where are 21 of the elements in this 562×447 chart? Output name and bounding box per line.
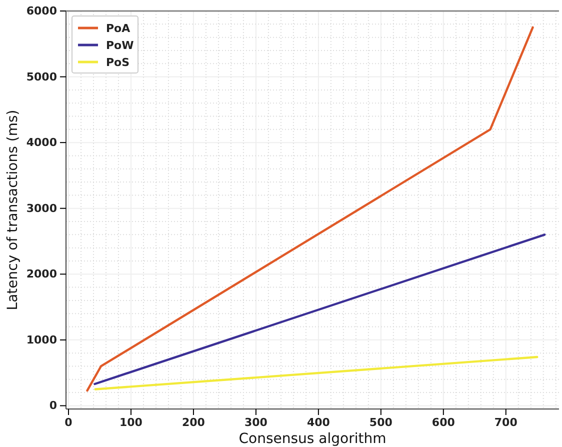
x-tick-label: 0 <box>64 416 73 429</box>
y-axis-title: Latency of transactions (ms) <box>5 110 21 310</box>
x-tick-label: 600 <box>432 416 456 429</box>
legend-label: PoS <box>106 56 130 69</box>
y-tick-label: 6000 <box>26 4 58 18</box>
line-series <box>86 26 534 392</box>
y-tick-label: 1000 <box>26 333 58 346</box>
x-tick-label: 500 <box>369 416 393 429</box>
y-tick-label: 2000 <box>26 268 58 281</box>
y-tick-label: 3000 <box>26 202 58 215</box>
legend-label: PoW <box>106 39 134 52</box>
x-tick-label: 700 <box>494 416 518 429</box>
legend-label: PoA <box>106 22 131 35</box>
x-tick-label: 100 <box>120 416 143 429</box>
x-axis-title: Consensus algorithm <box>238 431 386 447</box>
y-tick-label: 4000 <box>26 136 58 150</box>
y-tick-label: 0 <box>49 399 58 412</box>
x-tick-label: 200 <box>182 416 206 429</box>
x-tick-label: 400 <box>306 416 330 429</box>
y-tick-label: 5000 <box>26 70 58 84</box>
x-tick-label: 300 <box>244 416 268 429</box>
